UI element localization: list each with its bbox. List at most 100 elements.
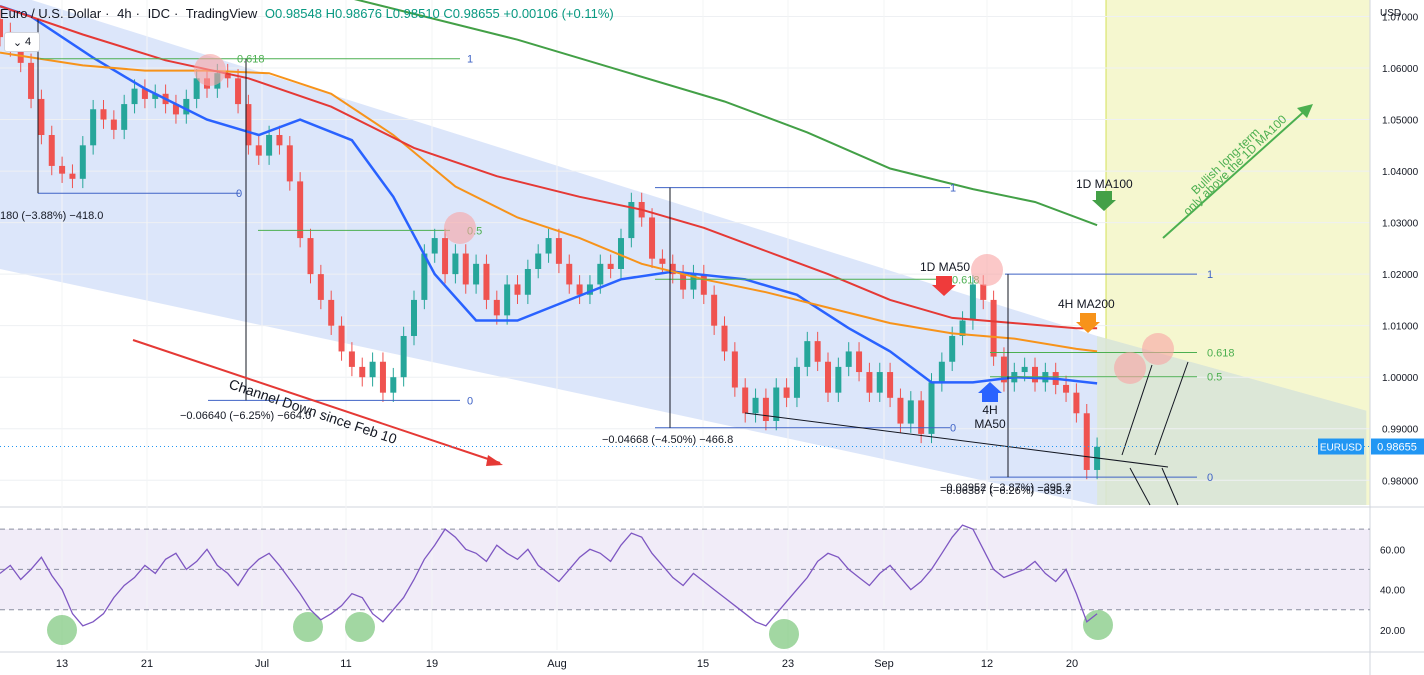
candle-body: [131, 88, 138, 105]
bullish-arrow-line: [1162, 107, 1309, 239]
ma50-4h-label: 4H: [982, 403, 997, 417]
candle-body: [897, 397, 904, 424]
candle-body: [607, 263, 614, 269]
ohlc-readout: O0.98548 H0.98676 L0.98510 C0.98655 +0.0…: [264, 6, 614, 21]
fib-level-label: 0: [467, 395, 473, 407]
candle-body: [1000, 356, 1007, 383]
candle-body: [348, 351, 355, 367]
fib-level-label: 0: [1207, 472, 1213, 484]
candle-body: [286, 145, 293, 182]
candle-body: [390, 377, 397, 393]
channel-arrow-head: [486, 455, 503, 466]
candle-body: [545, 238, 552, 254]
price-tick-label: 1.03000: [1382, 219, 1419, 230]
candle-body: [773, 387, 780, 422]
candle-body: [235, 78, 242, 105]
candle-body: [856, 351, 863, 373]
candle-body: [369, 361, 376, 378]
candle-body: [628, 202, 635, 239]
candle-body: [141, 88, 148, 99]
fib-level-label: 1: [950, 183, 956, 195]
projection-up-line: [1154, 361, 1189, 456]
rsi-oversold-circle: [1083, 610, 1113, 640]
candle-body: [524, 268, 531, 295]
candle-body: [700, 274, 707, 295]
measure-label: −0.03952 (−3.87%) −395.2: [940, 482, 1071, 494]
indicator-count: 4: [25, 36, 32, 48]
rsi-oversold-circle: [769, 619, 799, 649]
candle-body: [69, 173, 76, 179]
rsi-oversold-circle: [345, 612, 375, 642]
candle-body: [100, 109, 107, 120]
projection-down-line: [1161, 467, 1179, 506]
candle-body: [918, 400, 925, 434]
candle-body: [266, 135, 273, 156]
rsi-tick-label: 40.00: [1380, 586, 1405, 597]
candle-body: [48, 135, 55, 166]
price-tick-label: 1.02000: [1382, 270, 1419, 281]
time-tick-label: 13: [56, 658, 68, 670]
candle-body: [907, 400, 914, 424]
candle-body: [421, 253, 428, 300]
platform-label: TradingView: [185, 6, 258, 21]
candle-body: [183, 98, 190, 115]
candle-body: [317, 274, 324, 300]
candle-body: [483, 263, 490, 300]
ma200-4h-marker-arrow: [1076, 313, 1100, 333]
candle-body: [690, 274, 697, 290]
price-tick-label: 1.06000: [1382, 64, 1419, 75]
symbol-tag: [1318, 438, 1364, 455]
candle-body: [193, 78, 200, 99]
candle-body: [731, 351, 738, 388]
ma50-1d-marker-arrow: [932, 276, 956, 296]
candle-body: [245, 104, 252, 146]
candle-body: [938, 361, 945, 383]
candle-body: [597, 263, 604, 285]
candle-body: [876, 372, 883, 393]
candle-body: [659, 258, 666, 264]
rsi-oversold-circle: [293, 612, 323, 642]
candle-body: [555, 238, 562, 264]
candle-body: [814, 341, 821, 362]
time-tick-label: 23: [782, 658, 794, 670]
time-tick-label: Sep: [874, 658, 894, 670]
ma100-1d-green-line: [353, 0, 1098, 227]
candle-body: [297, 181, 304, 239]
candle-body: [649, 217, 656, 259]
candle-body: [338, 325, 345, 352]
candle-body: [721, 325, 728, 352]
fib-level-label: 0.618: [237, 54, 265, 66]
candle-body: [949, 335, 956, 362]
symbol-title[interactable]: Euro / U.S. Dollar: [0, 6, 102, 21]
indicators-collapse-button[interactable]: ⌄ 4: [4, 32, 40, 52]
fib-level-label: 1: [467, 54, 473, 66]
candle-body: [783, 387, 790, 398]
timeframe-label[interactable]: 4h: [117, 6, 132, 21]
candle-body: [535, 253, 542, 269]
ma50-4h-marker-arrow: [978, 382, 1002, 402]
candle-body: [59, 165, 66, 174]
candle-body: [618, 238, 624, 269]
candle-body: [379, 361, 386, 393]
candle-body: [576, 284, 583, 295]
candle-body: [473, 263, 480, 285]
price-tick-label: 0.99000: [1382, 425, 1419, 436]
time-tick-label: 19: [426, 658, 438, 670]
candle-body: [400, 335, 407, 378]
candle-body: [1021, 366, 1028, 373]
candle-body: [255, 145, 262, 156]
measure-label: −0.06640 (−6.25%) −664.0: [180, 410, 311, 422]
ma100-1d-marker-arrow: [1092, 191, 1116, 211]
time-tick-label: 21: [141, 658, 153, 670]
candle-body: [442, 238, 449, 275]
fib-level-label: 0.5: [1207, 372, 1222, 384]
projection-down-line: [1129, 467, 1151, 506]
candle-body: [462, 253, 469, 285]
chart-header: Euro / U.S. Dollar · 4h · IDC · TradingView…: [0, 6, 614, 21]
ma50-1d-label: 1D MA50: [920, 260, 970, 274]
candle-body: [1032, 366, 1038, 383]
candle-body: [17, 42, 24, 63]
channel-arrow-line: [132, 339, 501, 464]
time-tick-label: 20: [1066, 658, 1078, 670]
